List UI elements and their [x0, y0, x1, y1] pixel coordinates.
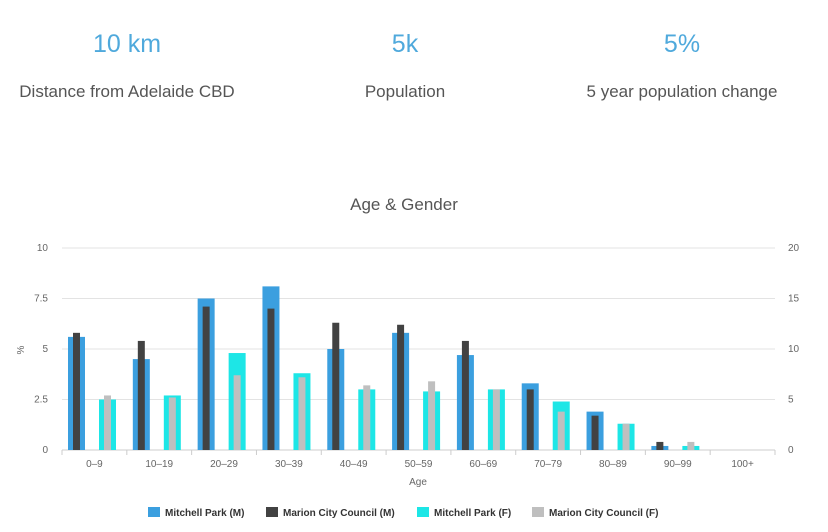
legend-swatch	[148, 507, 160, 517]
y-tick-label: 2.5	[34, 395, 48, 406]
x-tick-label: 40–49	[340, 459, 368, 470]
stat-population-change-label: 5 year population change	[586, 82, 778, 101]
stat-distance-label: Distance from Adelaide CBD	[19, 82, 235, 101]
legend-swatch	[266, 507, 278, 517]
bar	[298, 377, 306, 450]
chart-title: Age & Gender	[350, 195, 458, 214]
bar	[557, 411, 565, 450]
bar	[526, 389, 534, 450]
stat-population-value: 5k	[391, 30, 419, 58]
bar	[461, 340, 469, 450]
y-tick-label: 0	[42, 445, 48, 456]
bar	[492, 389, 500, 450]
bar	[267, 308, 275, 450]
bar	[363, 385, 371, 450]
x-tick-label: 10–19	[145, 459, 173, 470]
bar	[591, 415, 599, 450]
bar	[168, 397, 176, 450]
bar	[428, 381, 436, 450]
axes-group: 0 2.5 5 7.5 10 0 5 10 15 20 0–9 10–19 20–29 30–39 40–4…	[34, 243, 799, 470]
x-tick-label: 90–99	[664, 459, 692, 470]
legend-swatch	[417, 507, 429, 517]
legend-label: Marion City Council (F)	[549, 508, 658, 519]
bar	[687, 441, 695, 450]
stat-distance: 10 km Distance from Adelaide CBD	[7, 26, 247, 102]
stat-population-change: 5% 5 year population change	[562, 26, 802, 102]
stat-population-label: Population	[364, 82, 446, 101]
x-axis-title: Age	[409, 477, 427, 488]
legend-label: Mitchell Park (M)	[165, 508, 244, 519]
bar	[622, 423, 630, 450]
y2-tick-label: 15	[788, 294, 800, 305]
bar	[202, 306, 210, 450]
x-tick-label: 50–59	[405, 459, 433, 470]
legend: Mitchell Park (M) Marion City Council (M)…	[148, 507, 658, 519]
y-axis-title: %	[16, 345, 27, 354]
y2-tick-label: 10	[788, 344, 800, 355]
y-tick-label: 7.5	[34, 294, 48, 305]
y2-tick-label: 0	[788, 445, 794, 456]
x-tick-label: 80–89	[599, 459, 627, 470]
y2-tick-label: 5	[788, 395, 794, 406]
x-tick-label: 20–29	[210, 459, 238, 470]
bar	[397, 324, 405, 450]
legend-label: Marion City Council (M)	[283, 508, 395, 519]
bar	[656, 441, 664, 450]
bars-group	[68, 286, 700, 450]
bar	[332, 322, 340, 450]
stat-population-change-value: 5%	[663, 30, 701, 58]
y-tick-label: 10	[37, 243, 49, 254]
stat-population: 5k Population	[285, 26, 525, 102]
y2-tick-label: 20	[788, 243, 800, 254]
x-tick-label: 0–9	[86, 459, 103, 470]
legend-label: Mitchell Park (F)	[434, 508, 511, 519]
bar	[233, 375, 241, 450]
stat-distance-value: 10 km	[92, 30, 162, 58]
x-tick-label: 100+	[731, 459, 754, 470]
legend-swatch	[532, 507, 544, 517]
y-tick-label: 5	[42, 344, 48, 355]
x-tick-label: 60–69	[469, 459, 497, 470]
bar	[137, 340, 145, 450]
x-tick-label: 70–79	[534, 459, 562, 470]
x-tick-label: 30–39	[275, 459, 303, 470]
bar	[104, 395, 111, 450]
bar	[73, 332, 80, 450]
